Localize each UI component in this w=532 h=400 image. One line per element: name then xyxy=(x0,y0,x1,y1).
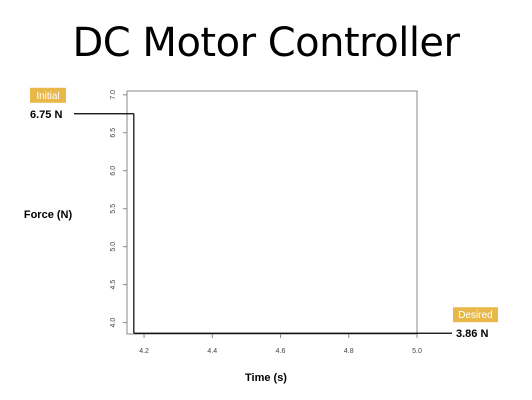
x-tick-label: 4.6 xyxy=(276,348,286,355)
desired-value-label: 3.86 N xyxy=(456,328,488,340)
y-tick-label: 5.5 xyxy=(110,204,117,214)
y-tick-label: 6.0 xyxy=(110,166,117,176)
page-title: DC Motor Controller xyxy=(72,20,460,66)
plot-frame xyxy=(126,90,418,335)
desired-badge xyxy=(453,307,498,323)
initial-badge xyxy=(30,87,66,103)
x-tick-label: 4.8 xyxy=(344,348,354,355)
x-tick-label: 4.2 xyxy=(139,348,149,355)
y-tick-label: 6.5 xyxy=(110,128,117,138)
y-axis: 4.0 4.5 5.0 5.5 6.0 6.5 7.0 xyxy=(110,90,127,328)
y-tick-label: 5.0 xyxy=(110,242,117,252)
y-axis-title: Force (N) xyxy=(24,209,73,221)
x-tick-label: 4.4 xyxy=(207,348,217,355)
y-tick-label: 4.5 xyxy=(110,280,117,290)
y-tick-label: 4.0 xyxy=(110,318,117,328)
initial-badge-label: Initial xyxy=(36,91,59,102)
x-axis-title: Time (s) xyxy=(245,372,287,384)
x-tick-label: 5.0 xyxy=(412,348,422,355)
y-tick-label: 7.0 xyxy=(110,90,117,100)
desired-badge-label: Desired xyxy=(458,310,492,321)
initial-value-label: 6.75 N xyxy=(30,109,62,121)
x-axis: 4.2 4.4 4.6 4.8 5.0 xyxy=(139,334,422,355)
annotation-layer: Initial 6.75 N Desired 3.86 N xyxy=(30,87,498,340)
